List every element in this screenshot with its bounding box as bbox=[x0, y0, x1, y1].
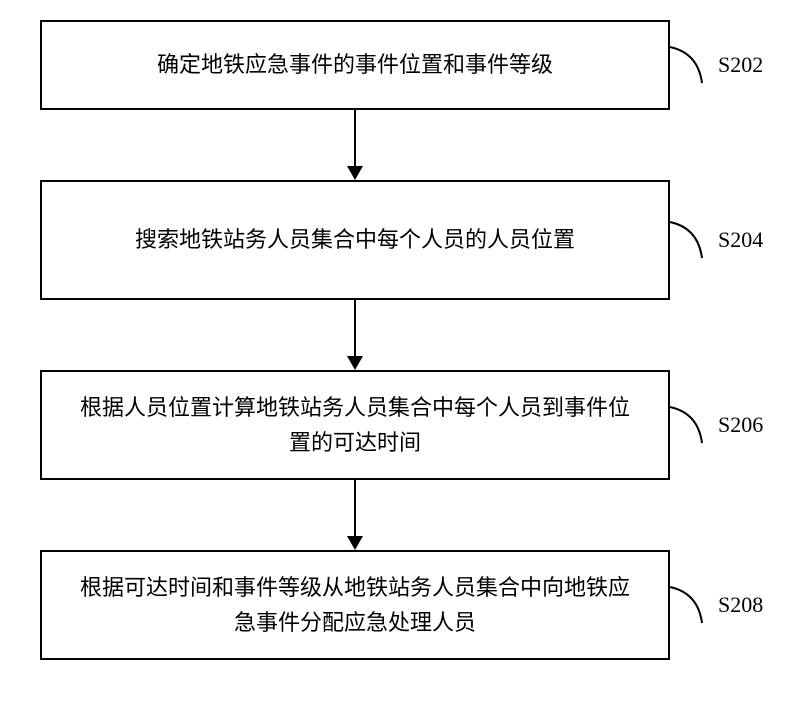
arrow-head-icon bbox=[347, 166, 363, 180]
step-box-S202: 确定地铁应急事件的事件位置和事件等级 bbox=[40, 20, 670, 110]
step-box-S204: 搜索地铁站务人员集合中每个人员的人员位置 bbox=[40, 180, 670, 300]
arrow-line bbox=[354, 300, 356, 356]
step-row-S206: 根据人员位置计算地铁站务人员集合中每个人员到事件位置的可达时间 S206 bbox=[40, 370, 760, 480]
step-connector: S208 bbox=[670, 550, 730, 660]
step-label-S202: S202 bbox=[718, 52, 763, 78]
step-label-S208: S208 bbox=[718, 592, 763, 618]
arrow-line bbox=[354, 480, 356, 536]
step-text: 确定地铁应急事件的事件位置和事件等级 bbox=[157, 47, 553, 82]
step-row-S204: 搜索地铁站务人员集合中每个人员的人员位置 S204 bbox=[40, 180, 760, 300]
arrow-down-icon bbox=[40, 300, 670, 370]
arrow-head-icon bbox=[347, 356, 363, 370]
step-connector: S202 bbox=[670, 20, 730, 110]
step-box-S206: 根据人员位置计算地铁站务人员集合中每个人员到事件位置的可达时间 bbox=[40, 370, 670, 480]
step-text: 根据可达时间和事件等级从地铁站务人员集合中向地铁应急事件分配应急处理人员 bbox=[72, 570, 638, 640]
step-connector: S206 bbox=[670, 370, 730, 480]
arrow-line bbox=[354, 110, 356, 166]
step-connector: S204 bbox=[670, 180, 730, 300]
step-text: 根据人员位置计算地铁站务人员集合中每个人员到事件位置的可达时间 bbox=[72, 390, 638, 460]
step-row-S202: 确定地铁应急事件的事件位置和事件等级 S202 bbox=[40, 20, 760, 110]
arrow-down-icon bbox=[40, 110, 670, 180]
arrow-head-icon bbox=[347, 536, 363, 550]
step-row-S208: 根据可达时间和事件等级从地铁站务人员集合中向地铁应急事件分配应急处理人员 S208 bbox=[40, 550, 760, 660]
arrow-down-icon bbox=[40, 480, 670, 550]
step-label-S204: S204 bbox=[718, 227, 763, 253]
flowchart-container: 确定地铁应急事件的事件位置和事件等级 S202 搜索地铁站务人员集合中每个人员的人员… bbox=[40, 20, 760, 660]
step-text: 搜索地铁站务人员集合中每个人员的人员位置 bbox=[135, 222, 575, 257]
step-box-S208: 根据可达时间和事件等级从地铁站务人员集合中向地铁应急事件分配应急处理人员 bbox=[40, 550, 670, 660]
step-label-S206: S206 bbox=[718, 412, 763, 438]
